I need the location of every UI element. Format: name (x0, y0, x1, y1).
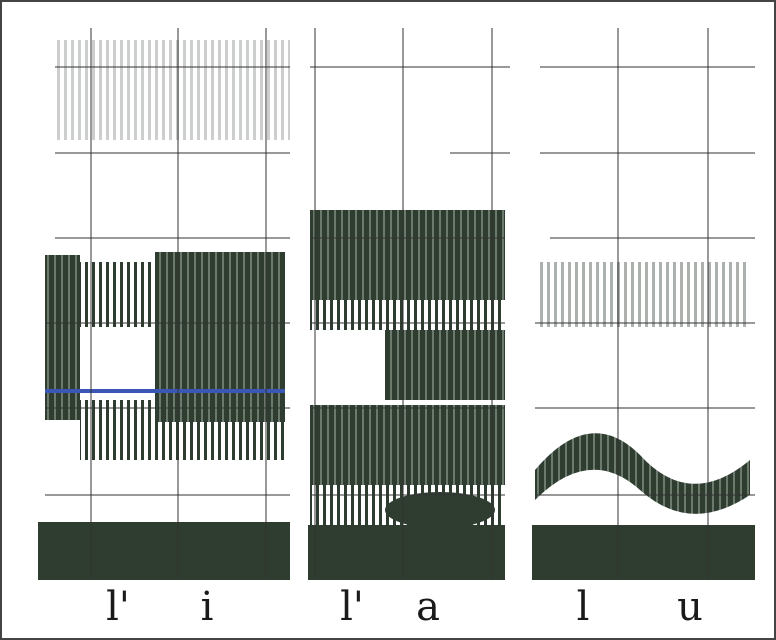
phone-label: i (201, 584, 214, 630)
panel-2 (308, 210, 505, 580)
grid (45, 28, 755, 580)
phone-label: l' (340, 584, 364, 630)
phone-label: a (416, 584, 440, 630)
panel-1 (38, 40, 290, 580)
phone-label: u (677, 584, 703, 630)
phone-label: l' (106, 584, 130, 630)
panel-3 (532, 262, 755, 580)
phone-label: l (577, 584, 590, 630)
